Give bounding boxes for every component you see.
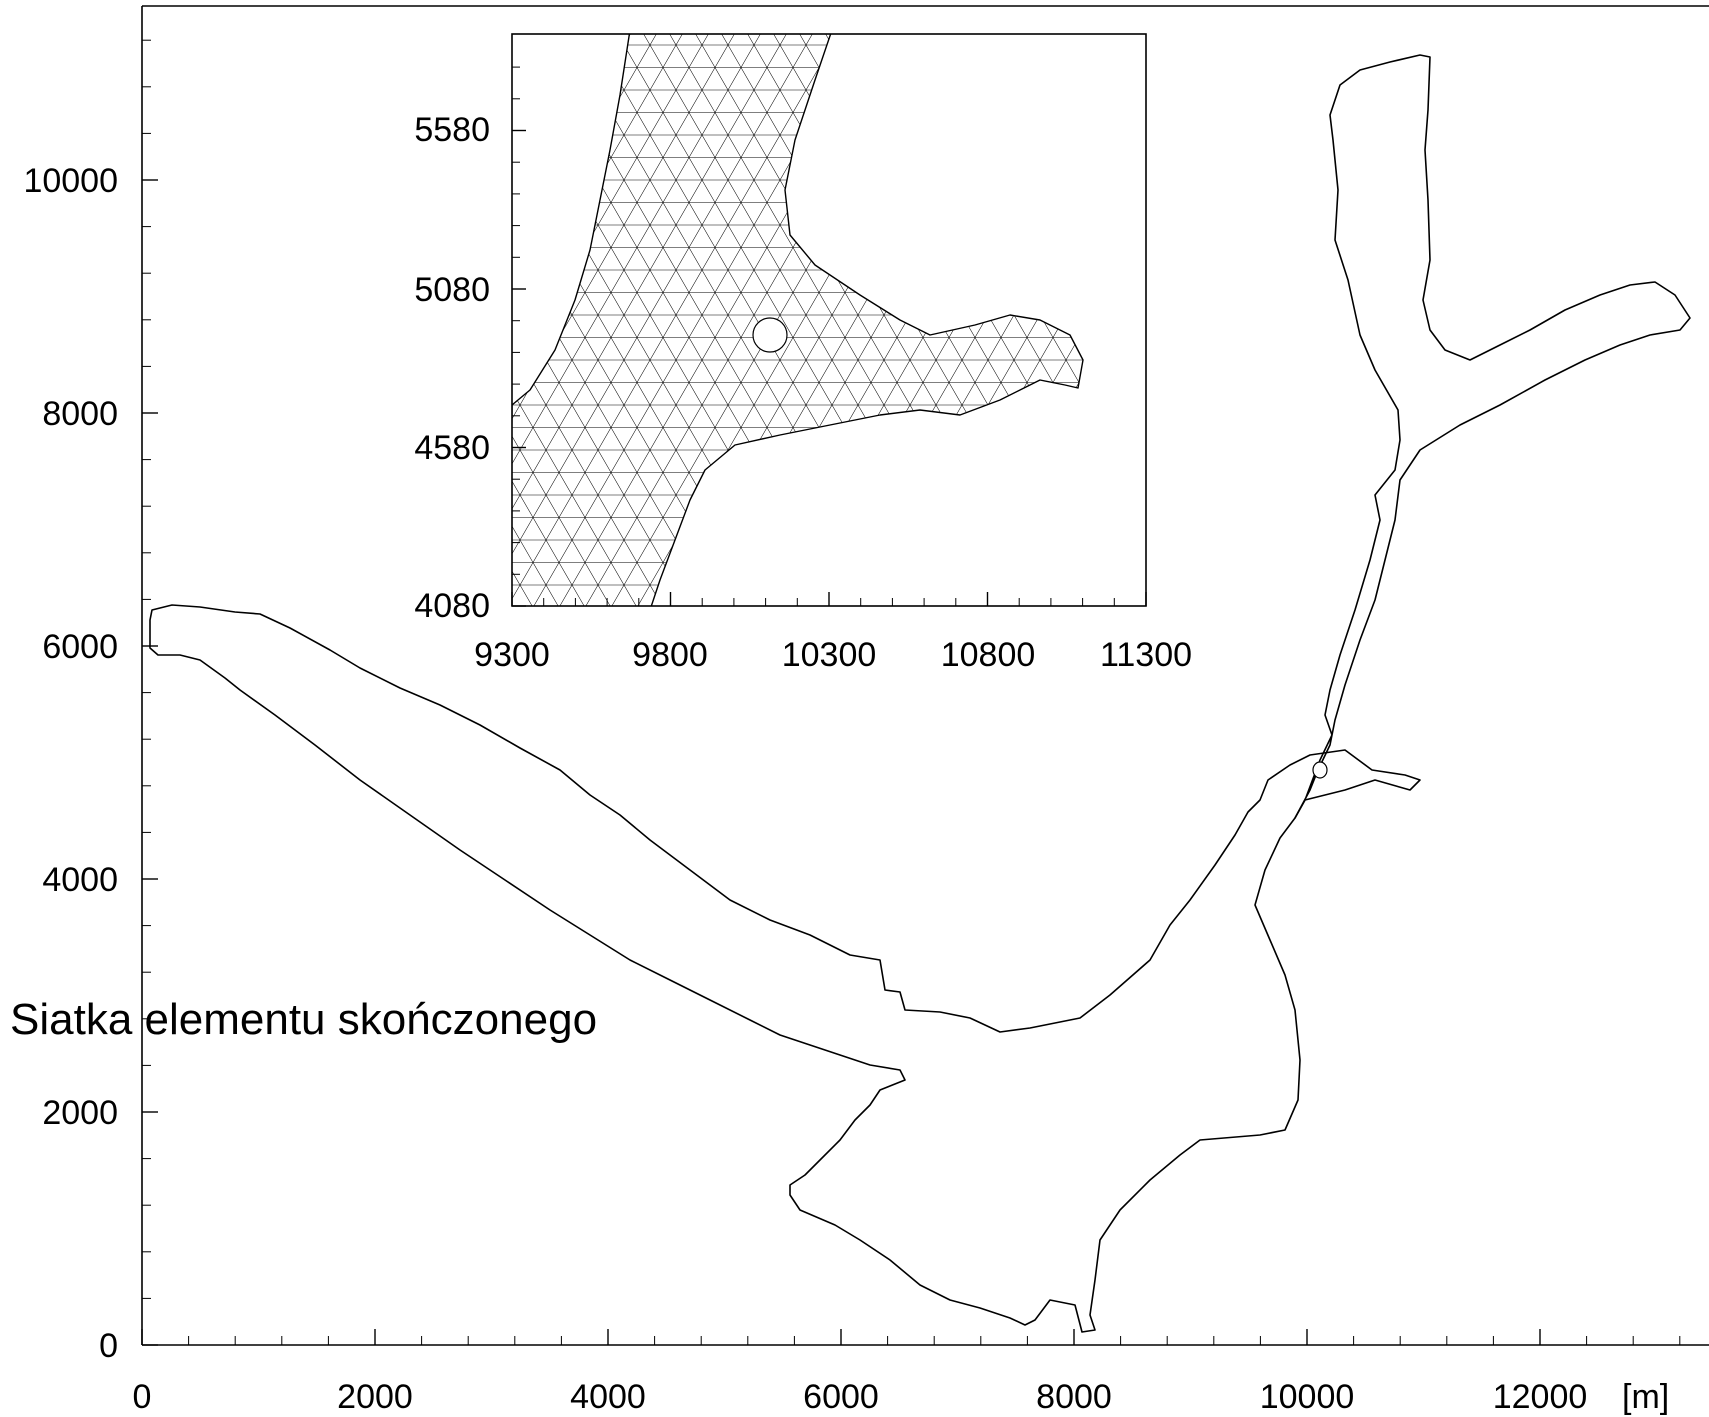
lake-mesh <box>149 54 1691 1333</box>
lake-mesh-west-arm-and-bay <box>149 604 1421 1333</box>
main-axis-ticks <box>141 39 1681 1346</box>
main-x-tick-label: 10000 <box>1260 1378 1355 1416</box>
inset-x-tick-label: 9800 <box>632 636 708 674</box>
main-y-tick-label: 6000 <box>42 628 118 666</box>
main-x-tick-label: 12000 <box>1493 1378 1588 1416</box>
figure-caption: Siatka elementu skończonego <box>10 995 597 1044</box>
main-x-unit-label: [m] <box>1622 1378 1669 1416</box>
inset-y-tick-label: 5580 <box>414 111 490 149</box>
main-mesh-island-hole <box>1312 761 1328 779</box>
inset-x-tick-label: 10300 <box>782 636 877 674</box>
inset-x-tick-label: 11300 <box>1100 636 1192 674</box>
main-y-tick-label: 10000 <box>23 162 118 200</box>
main-x-tick-label: 4000 <box>570 1378 646 1416</box>
main-plot: 0 2000 4000 6000 8000 10000 0 2000 4000 … <box>23 5 1709 1416</box>
main-y-tick-label: 8000 <box>42 395 118 433</box>
main-y-tick-label: 4000 <box>42 861 118 899</box>
main-y-tick-label: 2000 <box>42 1094 118 1132</box>
main-x-tick-label: 0 <box>133 1378 152 1416</box>
main-x-tick-label: 8000 <box>1036 1378 1112 1416</box>
inset-y-tick-label: 4080 <box>414 587 490 625</box>
inset-x-tick-label: 10800 <box>941 636 1036 674</box>
inset-axis-ticks <box>511 66 1147 607</box>
main-x-tick-label: 2000 <box>337 1378 413 1416</box>
main-y-tick-label: 0 <box>99 1327 118 1365</box>
inset-x-tick-label: 9300 <box>474 636 550 674</box>
lake-mesh-north-arm <box>1294 54 1691 819</box>
inset-y-tick-label: 4580 <box>414 429 490 467</box>
inset-mesh-zoomed-bay <box>512 34 1084 606</box>
inset-island-hole <box>752 317 788 353</box>
inset-mesh <box>512 34 1084 606</box>
inset-plot: 4080 4580 5080 5580 9300 9800 10300 1080… <box>414 33 1192 674</box>
inset-y-tick-label: 5080 <box>414 271 490 309</box>
main-x-tick-label: 6000 <box>803 1378 879 1416</box>
